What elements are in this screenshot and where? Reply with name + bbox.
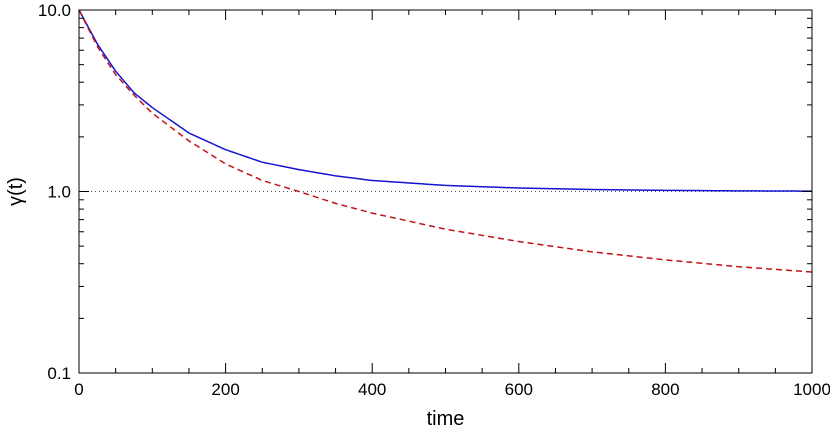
x-tick-label: 800: [651, 380, 679, 399]
x-tick-label: 600: [505, 380, 533, 399]
x-axis-title: time: [427, 408, 465, 430]
y-tick-label: 10.0: [38, 1, 71, 20]
y-axis-title: γ(t): [5, 177, 27, 206]
x-tick-label: 400: [358, 380, 386, 399]
x-tick-label: 200: [211, 380, 239, 399]
y-tick-label: 1.0: [47, 183, 71, 202]
y-tick-label: 0.1: [47, 364, 71, 383]
series-layer: [78, 9, 813, 273]
x-tick-label: 1000: [793, 380, 830, 399]
x-tick-label: 0: [74, 380, 83, 399]
series-line-2-dashed: [78, 9, 813, 273]
plot-frame: [78, 9, 813, 374]
series-line-1-solid: [78, 9, 813, 192]
tick-layer: 0 200 400 600 800 1000 0.1 1.0 10.0: [38, 1, 830, 399]
